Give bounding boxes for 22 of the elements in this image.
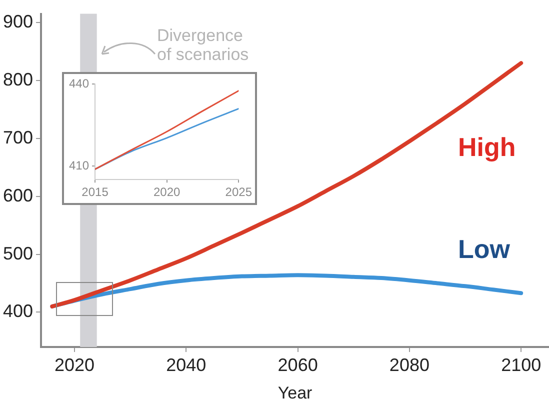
x-tick-label: 2020 <box>54 354 95 375</box>
x-tick-label: 2025 <box>225 185 252 200</box>
y-tick-label: 600 <box>2 185 34 206</box>
series-label: Low <box>458 234 510 265</box>
y-tick-label: 500 <box>2 243 34 264</box>
y-tick-label: 800 <box>2 69 34 90</box>
y-tick-label: 700 <box>2 127 34 148</box>
x-tick-label: 2060 <box>278 354 318 375</box>
line-series <box>50 61 524 308</box>
y-tick-label: 900 <box>2 11 34 32</box>
x-tick-label: 2015 <box>82 185 109 200</box>
x-axis-title: Year <box>278 383 313 402</box>
band-label: Divergence of scenarios <box>157 26 250 64</box>
y-tick-label: 410 <box>68 158 90 172</box>
x-tick-label: 2100 <box>501 354 542 375</box>
y-tick-label: 440 <box>68 76 90 91</box>
y-tick-label: 400 <box>2 301 34 322</box>
x-tick-label: 2020 <box>153 185 181 200</box>
series-label: High <box>458 132 516 163</box>
line-series <box>95 90 239 170</box>
x-tick-label: 2080 <box>389 354 430 375</box>
x-tick-label: 2040 <box>166 354 206 375</box>
